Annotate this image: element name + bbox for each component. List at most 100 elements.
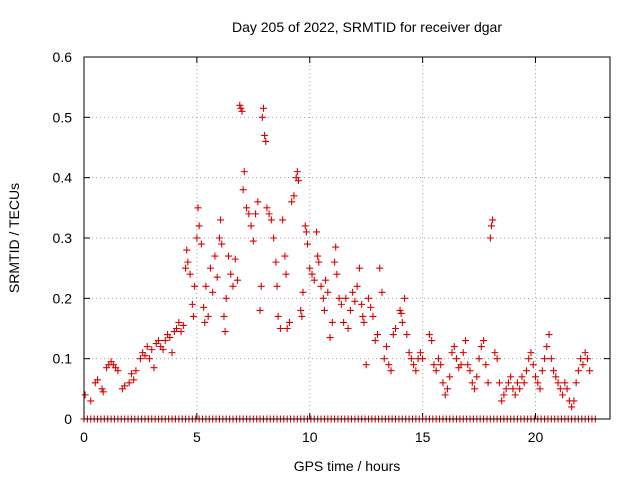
data-point (534, 379, 542, 387)
data-point (272, 258, 280, 266)
data-point (360, 318, 368, 326)
data-point (94, 376, 102, 384)
data-point (302, 228, 310, 236)
data-point (306, 264, 314, 272)
data-point (446, 373, 454, 381)
data-point (364, 294, 372, 302)
data-point (213, 273, 221, 281)
data-point (314, 252, 322, 260)
data-point (301, 222, 309, 230)
data-point (184, 258, 192, 266)
data-point (373, 331, 381, 339)
data-point (298, 312, 306, 320)
data-point (141, 352, 149, 360)
data-point (486, 234, 494, 242)
data-point (99, 388, 107, 396)
data-point (482, 361, 490, 369)
data-point (502, 385, 510, 393)
tick-labels: 0 0.1 0.2 0.3 0.4 0.5 0.6 0 5 10 15 20 (53, 49, 544, 445)
data-point (177, 328, 185, 336)
data-point (405, 349, 413, 357)
data-point (351, 297, 359, 305)
data-point (315, 258, 323, 266)
data-point (237, 104, 245, 112)
data-point (282, 270, 290, 278)
data-point (337, 300, 345, 308)
data-point (231, 255, 239, 263)
x-tick-label: 10 (302, 429, 318, 445)
data-point (392, 325, 400, 332)
data-point (504, 379, 512, 387)
data-point (127, 370, 135, 378)
data-point (200, 303, 208, 311)
data-point (179, 321, 187, 329)
y-tick-label: 0.5 (53, 109, 73, 125)
data-point (513, 379, 521, 387)
data-point (98, 385, 106, 393)
data-point (234, 276, 242, 284)
data-point (258, 113, 266, 121)
data-point (397, 309, 405, 317)
data-point (209, 288, 217, 296)
data-point (484, 379, 492, 387)
data-point (516, 385, 524, 393)
data-point (495, 379, 503, 387)
y-tick-label: 0.1 (53, 351, 73, 367)
data-point (308, 270, 316, 278)
data-point (331, 258, 339, 266)
data-point (256, 306, 264, 314)
data-point (194, 204, 202, 212)
data-point (538, 367, 546, 375)
data-point (299, 288, 307, 296)
data-point (87, 397, 95, 405)
data-point (371, 337, 379, 345)
data-point (556, 385, 564, 393)
data-point (349, 288, 357, 296)
data-point (511, 391, 519, 399)
data-point (355, 264, 363, 272)
data-point (328, 318, 336, 326)
data-point (401, 294, 409, 302)
data-point (487, 222, 495, 230)
data-point (310, 276, 318, 284)
data-point (344, 325, 352, 332)
data-point (376, 264, 384, 272)
y-tick-label: 0.6 (53, 49, 73, 65)
data-point (425, 331, 433, 339)
data-point (412, 367, 420, 375)
data-point (121, 382, 129, 390)
data-point (168, 349, 176, 357)
data-point (346, 306, 354, 314)
y-tick-label: 0.2 (53, 290, 73, 306)
data-point (359, 312, 367, 320)
data-point (581, 349, 589, 357)
data-point (452, 355, 460, 363)
data-point (189, 312, 197, 320)
data-point (270, 234, 278, 242)
data-point (132, 367, 140, 375)
data-point (457, 361, 465, 369)
data-point (428, 337, 436, 345)
data-point (182, 264, 190, 272)
data-point (437, 361, 445, 369)
data-point (471, 385, 479, 393)
data-point (353, 282, 361, 290)
data-point (358, 300, 366, 308)
x-tick-label: 20 (528, 429, 544, 445)
data-point (432, 367, 440, 375)
y-axis-label: SRMTID / TECUs (6, 183, 22, 293)
data-point (362, 361, 370, 369)
data-point (527, 349, 535, 357)
data-point (326, 334, 334, 342)
data-point (450, 343, 458, 351)
data-point (525, 355, 533, 363)
y-tick-label: 0 (64, 411, 72, 427)
data-point (254, 198, 262, 206)
data-point (378, 288, 386, 296)
data-point (462, 337, 470, 345)
data-point (475, 355, 483, 363)
data-point (507, 373, 515, 381)
data-point (574, 367, 582, 375)
data-point (175, 318, 183, 326)
